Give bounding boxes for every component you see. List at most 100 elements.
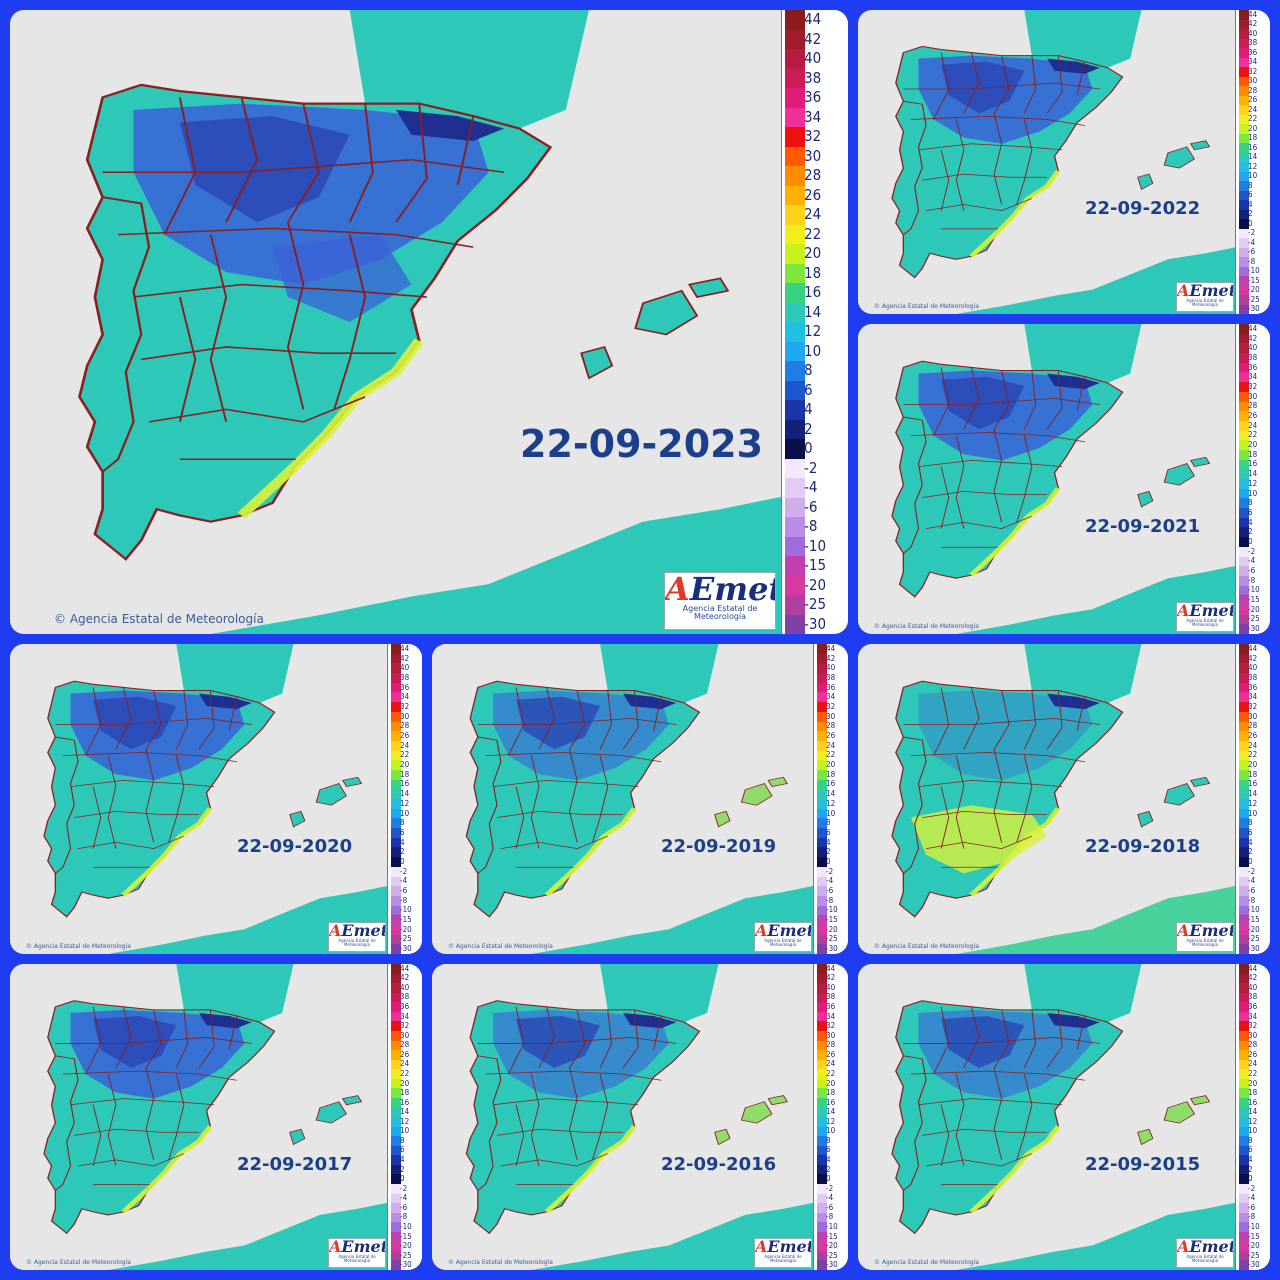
scale-swatch [391, 711, 401, 722]
scale-swatch [785, 341, 805, 362]
balearic-island [289, 1128, 306, 1146]
panel-2020: 44 42 40 38 36 34 32 30 28 26 24 22 20 18 16 14 12 10 8 6 4 2… [10, 644, 422, 954]
province-border [569, 1067, 578, 1160]
scale-swatch [785, 419, 805, 440]
province-border [569, 749, 578, 843]
scale-swatch [1239, 276, 1249, 286]
scale-tick-label: 34 [1248, 692, 1258, 702]
province-border [92, 1104, 102, 1167]
scale-tick-label: 4 [1248, 517, 1253, 527]
scale-tick-label: 8 [804, 361, 813, 380]
province-border [477, 1037, 677, 1044]
scale-swatch [817, 1250, 827, 1261]
scale-tick-label: 36 [826, 682, 836, 692]
date-label: 22-09-2015 [1085, 1154, 1201, 1175]
portugal-border [902, 416, 927, 554]
scale-swatch [1239, 362, 1249, 373]
province-border [538, 687, 555, 750]
balearic-island [1163, 146, 1196, 169]
balearic-island [1189, 1095, 1211, 1106]
credit-text: © Agencia Estatal de Meteorología [874, 943, 979, 950]
scale-swatch [1239, 566, 1249, 577]
scale-swatch [1239, 692, 1249, 703]
portugal-border [477, 736, 502, 874]
province-border [74, 811, 199, 818]
scale-swatch [1239, 440, 1249, 451]
scale-swatch [785, 49, 805, 69]
scale-tick-label: 6 [826, 1145, 831, 1155]
scale-tick-label: -10 [1248, 905, 1260, 915]
scale-swatch [1239, 886, 1249, 897]
scale-swatch [391, 973, 401, 984]
scale-swatch [1239, 905, 1249, 916]
scale-tick-label: 0 [1248, 856, 1253, 866]
color-scale: 44 42 40 38 36 34 32 30 28 26 24 22 20 18 16 14 12 10 8 6 4 2… [387, 644, 422, 954]
date-label: 22-09-2018 [1085, 836, 1201, 857]
temperature-map [858, 10, 1236, 314]
scale-tick-label: 32 [400, 701, 410, 711]
scale-swatch [1239, 411, 1249, 422]
scale-tick-label: 4 [826, 1155, 831, 1165]
scale-tick-label: 4 [1248, 199, 1253, 209]
province-border [955, 435, 965, 529]
africa-area [531, 885, 814, 954]
scale-swatch [1239, 95, 1249, 106]
province-border [118, 227, 474, 248]
scale-tick-label: 4 [1248, 837, 1253, 847]
scale-tick-label: -4 [1248, 237, 1256, 247]
panel-2016: 44 42 40 38 36 34 32 30 28 26 24 22 20 18 16 14 12 10 8 6 4 2… [432, 964, 848, 1270]
scale-swatch [1239, 789, 1249, 800]
temperature-map [10, 10, 782, 634]
scale-tick-label: 0 [400, 1174, 405, 1184]
aemet-logo: AEmet Agencia Estatal de Meteorología [1176, 922, 1234, 952]
scale-swatch [817, 866, 827, 877]
province-border [569, 1009, 586, 1069]
color-scale: 44 42 40 38 36 34 32 30 28 26 24 22 20 18 16 14 12 10 8 6 4 2… [781, 10, 848, 634]
scale-swatch [1239, 721, 1249, 732]
france-area [1024, 964, 1142, 1023]
province-border [1046, 1009, 1063, 1069]
scale-tick-label: 30 [804, 146, 822, 165]
panel-2022: 44 42 40 38 36 34 32 30 28 26 24 22 20 18 16 14 12 10 8 6 4 2… [858, 10, 1270, 314]
scale-tick-label: -20 [400, 924, 412, 934]
scale-swatch [391, 731, 401, 742]
scale-tick-label: -6 [1248, 566, 1256, 576]
credit-text: © Agencia Estatal de Meteorología [874, 303, 979, 310]
scale-swatch [1239, 209, 1249, 220]
scale-swatch [1239, 983, 1249, 994]
province-border [910, 432, 1085, 443]
scale-tick-label: 20 [1248, 760, 1258, 770]
scale-tick-label: 36 [1248, 1002, 1258, 1012]
scale-tick-label: 20 [1248, 123, 1258, 133]
panel-2023: 44 42 40 38 36 34 32 30 28 26 24 22 20 18 16 14 12 10 8 6 4 2… [10, 10, 848, 634]
province-border [74, 1128, 199, 1136]
scale-swatch [1239, 469, 1249, 480]
scale-swatch [1239, 924, 1249, 936]
scale-swatch [817, 1136, 827, 1147]
scale-swatch [817, 653, 827, 664]
africa-area [108, 1202, 388, 1270]
province-border [922, 811, 1047, 818]
scale-swatch [817, 1069, 827, 1080]
scale-tick-label: 44 [826, 644, 836, 653]
scale-tick-label: 16 [1248, 142, 1258, 152]
africa-area [210, 496, 782, 634]
scale-tick-label: 20 [400, 1078, 410, 1088]
scale-swatch [817, 857, 827, 868]
scale-swatch [817, 1260, 827, 1270]
scale-swatch [1239, 324, 1249, 335]
scale-tick-label: -25 [826, 1250, 838, 1260]
scale-swatch [785, 536, 805, 557]
africa-area [956, 565, 1236, 634]
scale-tick-label: 6 [400, 1145, 405, 1155]
scale-tick-label: 28 [804, 166, 822, 185]
scale-tick-label: 42 [400, 653, 410, 663]
scale-tick-label: -8 [1248, 895, 1256, 905]
scale-swatch [1239, 114, 1249, 125]
scale-tick-label: 44 [400, 644, 410, 653]
scale-swatch [1239, 944, 1249, 954]
scale-swatch [391, 866, 401, 877]
scale-swatch [785, 458, 805, 479]
scale-tick-label: 24 [804, 205, 822, 224]
scale-swatch [1239, 508, 1249, 519]
